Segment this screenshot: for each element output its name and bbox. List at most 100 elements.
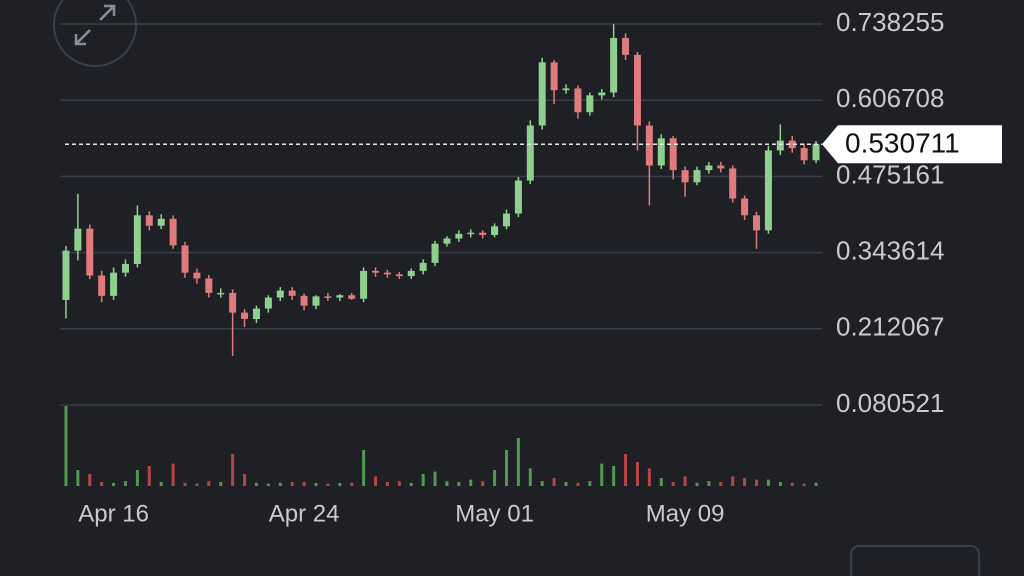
- candle-body: [812, 144, 820, 161]
- candle-body: [217, 292, 225, 295]
- volume-bar: [254, 482, 258, 486]
- candle-body: [455, 233, 463, 239]
- volume-bar: [814, 482, 818, 486]
- candle-body: [300, 295, 308, 306]
- expand-circle[interactable]: [53, 0, 137, 67]
- candle-body: [145, 215, 153, 226]
- candle-body: [598, 92, 606, 96]
- volume-bar: [635, 462, 639, 486]
- volume-bar: [576, 482, 580, 486]
- candle-body: [717, 165, 725, 169]
- volume-bar: [64, 406, 68, 486]
- volume-bar: [778, 482, 782, 486]
- volume-bar: [112, 482, 116, 486]
- volume-bar: [231, 454, 235, 486]
- candle-body: [562, 88, 570, 91]
- volume-bar: [421, 474, 425, 486]
- volume-bar: [612, 466, 616, 486]
- volume-bar: [362, 450, 366, 486]
- candle-body: [788, 140, 796, 149]
- candle-body: [526, 125, 534, 181]
- candle-body: [800, 148, 808, 161]
- candle-body: [633, 54, 641, 126]
- volume-bar: [183, 482, 187, 486]
- volume-bar: [171, 463, 175, 486]
- candle-body: [753, 215, 761, 231]
- volume-bar: [433, 471, 437, 486]
- candle-body: [241, 312, 249, 319]
- candle-body: [502, 213, 510, 227]
- candle-body: [681, 170, 689, 183]
- volume-bar: [540, 481, 544, 486]
- volume-bar: [671, 482, 675, 486]
- candle-body: [491, 226, 499, 235]
- candle-body: [479, 232, 487, 235]
- candle-body: [467, 232, 475, 235]
- corner-button[interactable]: [850, 545, 980, 576]
- volume-bar: [766, 479, 770, 486]
- candle-body: [776, 140, 784, 151]
- candle-body: [443, 238, 451, 244]
- candle-body: [622, 38, 630, 55]
- y-tick-label: 0.606708: [836, 83, 944, 113]
- candle-body: [229, 292, 237, 313]
- volume-bar: [552, 478, 556, 486]
- axis-labels: 0.738255 0.606708 0.475161 0.343614 0.212067…: [78, 7, 944, 527]
- volume-bar: [445, 481, 449, 486]
- candle-body: [336, 295, 344, 298]
- volume-bar: [588, 481, 592, 486]
- candle-body: [121, 263, 129, 273]
- y-tick-label: 0.212067: [836, 312, 944, 342]
- candle-body: [110, 272, 118, 296]
- volume-bar: [493, 470, 497, 486]
- volume-bar: [755, 479, 759, 486]
- volume-bar: [135, 470, 139, 486]
- volume-bar: [481, 481, 485, 486]
- volume-bar: [350, 482, 354, 486]
- expand-icon[interactable]: [74, 4, 116, 46]
- candle-body: [312, 296, 320, 306]
- volume-bar: [243, 474, 247, 486]
- candle-body: [276, 290, 284, 298]
- candle-body: [407, 270, 415, 277]
- y-tick-label: 0.475161: [836, 159, 944, 189]
- volume-bar: [695, 482, 699, 486]
- candle-body: [705, 165, 713, 171]
- volume-bar: [385, 482, 389, 486]
- candle-body: [514, 180, 522, 214]
- volume-bar: [457, 482, 461, 486]
- candles: [62, 24, 820, 357]
- candle-body: [205, 278, 213, 293]
- candle-body: [741, 198, 749, 216]
- candle-body: [372, 270, 380, 273]
- volume-bar: [76, 470, 80, 486]
- volume-bar: [624, 454, 628, 486]
- candle-body: [538, 62, 546, 126]
- volume-bar: [123, 481, 127, 486]
- x-tick-label: May 01: [455, 500, 534, 527]
- candle-body: [383, 272, 391, 275]
- candle-body: [181, 245, 189, 273]
- volume-bar: [266, 483, 270, 486]
- candle-body: [657, 138, 665, 166]
- x-tick-label: Apr 16: [78, 500, 149, 527]
- candle-body: [193, 272, 201, 279]
- volume-bar: [647, 468, 651, 486]
- y-tick-label: 0.343614: [836, 235, 944, 265]
- candle-body: [360, 270, 368, 299]
- volume-bar: [314, 482, 318, 486]
- x-tick-label: May 09: [646, 500, 725, 527]
- volume-bar: [564, 482, 568, 486]
- volume-bar: [504, 450, 508, 486]
- volume-bar: [195, 483, 199, 486]
- candle-body: [264, 297, 272, 309]
- volume-bar: [790, 482, 794, 486]
- expand-button[interactable]: [53, 0, 137, 67]
- candle-body: [586, 95, 594, 113]
- x-tick-label: Apr 24: [269, 500, 340, 527]
- volume-bar: [338, 482, 342, 486]
- candle-body: [98, 275, 106, 296]
